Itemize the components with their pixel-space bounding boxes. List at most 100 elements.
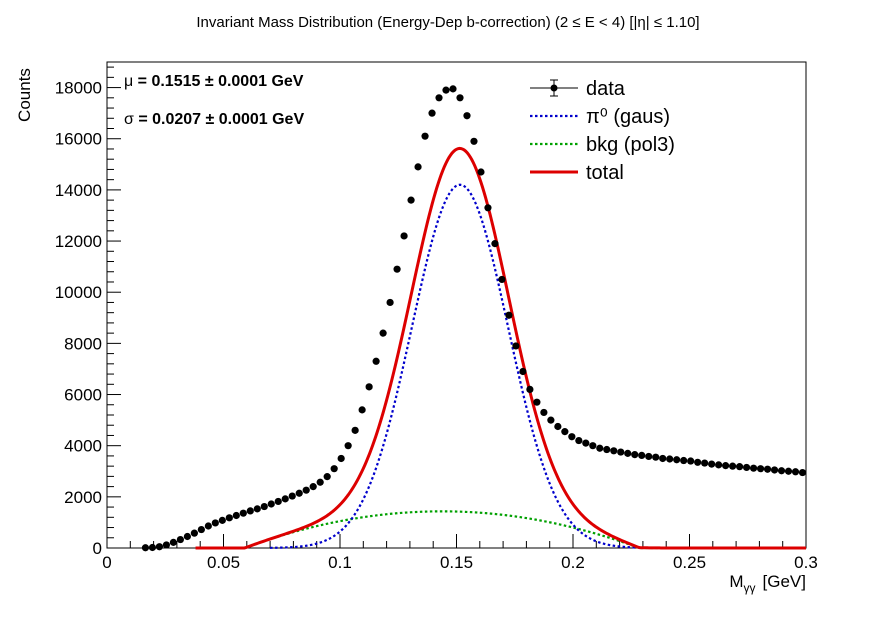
data-point: [756, 465, 765, 473]
data-point: [673, 456, 681, 464]
data-point: [302, 486, 310, 494]
y-tick-label: 14000: [55, 181, 102, 200]
data-point: [253, 505, 261, 513]
data-point: [533, 398, 541, 406]
data-point: [610, 447, 618, 455]
data-point: [491, 240, 499, 248]
data-point: [589, 442, 597, 450]
data-point: [708, 460, 716, 468]
data-point: [211, 519, 219, 527]
data-point: [372, 357, 380, 365]
data-point: [281, 495, 289, 503]
data-point: [575, 436, 583, 445]
data-point: [344, 442, 352, 450]
chart-title: Invariant Mass Distribution (Energy-Dep …: [196, 14, 699, 31]
data-point: [295, 489, 303, 497]
data-point: [162, 541, 171, 549]
data-point: [400, 232, 408, 240]
data-point: [330, 465, 338, 473]
data-point: [267, 500, 275, 508]
x-tick-label: 0.15: [440, 553, 473, 572]
y-tick-label: 6000: [64, 386, 102, 405]
data-point: [603, 445, 611, 454]
data-point: [568, 433, 576, 441]
x-axis-label-subscript: γγ: [744, 581, 756, 595]
data-points: [141, 85, 807, 552]
x-axis-ticks: 0 0.05 0.1 0.15 0.2 0.25 0.3: [102, 534, 818, 572]
y-axis-ticks: 0 2000 4000 6000 8000 10000 12000 14000 16000 180…: [55, 66, 121, 558]
data-point: [784, 467, 793, 475]
data-point: [763, 465, 772, 473]
data-point: [449, 85, 457, 93]
data-point: [540, 408, 548, 417]
data-point: [687, 457, 695, 465]
x-tick-label: 0.25: [673, 553, 706, 572]
data-point: [484, 204, 492, 212]
data-point: [631, 451, 639, 459]
data-point: [456, 94, 464, 102]
data-point: [288, 492, 296, 500]
data-point: [428, 109, 436, 117]
signal-fit-curve: [270, 183, 806, 550]
legend-data-marker: [550, 84, 558, 92]
y-tick-label: 12000: [55, 232, 102, 251]
data-point: [176, 535, 184, 544]
y-tick-label: 4000: [64, 437, 102, 456]
y-tick-label: 2000: [64, 488, 102, 507]
data-point: [225, 514, 233, 522]
data-point: [435, 94, 443, 102]
data-point: [470, 137, 478, 145]
y-tick-label: 18000: [55, 79, 102, 98]
data-point: [190, 529, 198, 537]
data-point: [498, 275, 506, 284]
data-point: [777, 467, 786, 475]
data-point: [358, 406, 366, 414]
stat-sigma-value: = 0.0207 ± 0.0001 GeV: [134, 111, 305, 128]
data-point: [260, 502, 268, 511]
legend-label-data: data: [586, 78, 626, 100]
data-point: [624, 449, 632, 457]
data-point: [386, 298, 394, 307]
data-point: [512, 342, 520, 350]
data-point: [337, 454, 345, 463]
y-tick-label: 8000: [64, 334, 102, 353]
stat-sigma: σ = 0.0207 ± 0.0001 GeV: [124, 111, 304, 128]
data-point: [463, 112, 471, 120]
x-tick-label: 0.2: [561, 553, 585, 572]
x-tick-label: 0.3: [794, 553, 818, 572]
fit-curves: [195, 146, 806, 550]
data-point: [197, 525, 205, 534]
data-point: [169, 538, 178, 546]
data-point: [351, 426, 359, 434]
data-point: [155, 543, 164, 551]
y-tick-label: 10000: [55, 283, 102, 302]
data-point: [442, 86, 450, 94]
data-point: [680, 456, 688, 465]
data-point: [414, 163, 422, 171]
data-point: [736, 463, 744, 471]
x-tick-label: 0.05: [207, 553, 240, 572]
data-point: [582, 439, 590, 447]
data-point: [791, 468, 800, 476]
data-point: [323, 473, 331, 481]
data-point: [715, 461, 723, 469]
stat-mean-value: = 0.1515 ± 0.0001 GeV: [133, 73, 304, 90]
data-point: [749, 464, 758, 472]
data-point: [729, 462, 737, 470]
data-point: [666, 455, 674, 463]
data-point: [694, 458, 702, 466]
legend-label-signal: π⁰ (gaus): [586, 106, 670, 128]
data-point: [638, 451, 646, 459]
data-point: [246, 507, 254, 515]
data-point: [652, 453, 660, 461]
data-point: [218, 516, 226, 524]
data-point: [519, 367, 527, 376]
x-tick-label: 0: [102, 553, 111, 572]
data-point: [407, 196, 415, 204]
data-point: [701, 459, 709, 467]
data-point: [239, 509, 247, 517]
x-axis-label: Mγγ [GeV]: [729, 572, 806, 595]
data-point: [617, 448, 625, 456]
data-point: [798, 468, 807, 477]
data-point: [526, 385, 534, 394]
